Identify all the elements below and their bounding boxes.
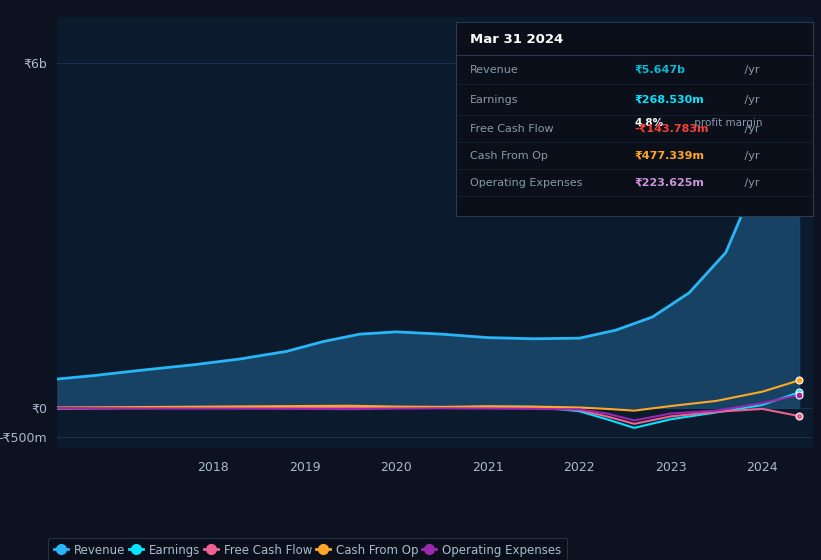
- Text: /yr: /yr: [741, 178, 760, 188]
- Text: 4.8%: 4.8%: [635, 118, 663, 128]
- Text: ₹477.339m: ₹477.339m: [635, 151, 704, 161]
- Text: ₹268.530m: ₹268.530m: [635, 95, 704, 105]
- Text: Free Cash Flow: Free Cash Flow: [470, 124, 553, 134]
- Text: Mar 31 2024: Mar 31 2024: [470, 33, 563, 46]
- Text: ₹223.625m: ₹223.625m: [635, 178, 704, 188]
- Text: /yr: /yr: [741, 65, 760, 74]
- Text: /yr: /yr: [741, 151, 760, 161]
- Text: -₹143.783m: -₹143.783m: [635, 124, 709, 134]
- Text: /yr: /yr: [741, 124, 760, 134]
- Text: Earnings: Earnings: [470, 95, 518, 105]
- Legend: Revenue, Earnings, Free Cash Flow, Cash From Op, Operating Expenses: Revenue, Earnings, Free Cash Flow, Cash …: [48, 538, 567, 560]
- Text: Cash From Op: Cash From Op: [470, 151, 548, 161]
- Text: ₹5.647b: ₹5.647b: [635, 65, 686, 74]
- Text: profit margin: profit margin: [691, 118, 763, 128]
- Text: /yr: /yr: [741, 95, 760, 105]
- Text: Revenue: Revenue: [470, 65, 519, 74]
- Text: Operating Expenses: Operating Expenses: [470, 178, 582, 188]
